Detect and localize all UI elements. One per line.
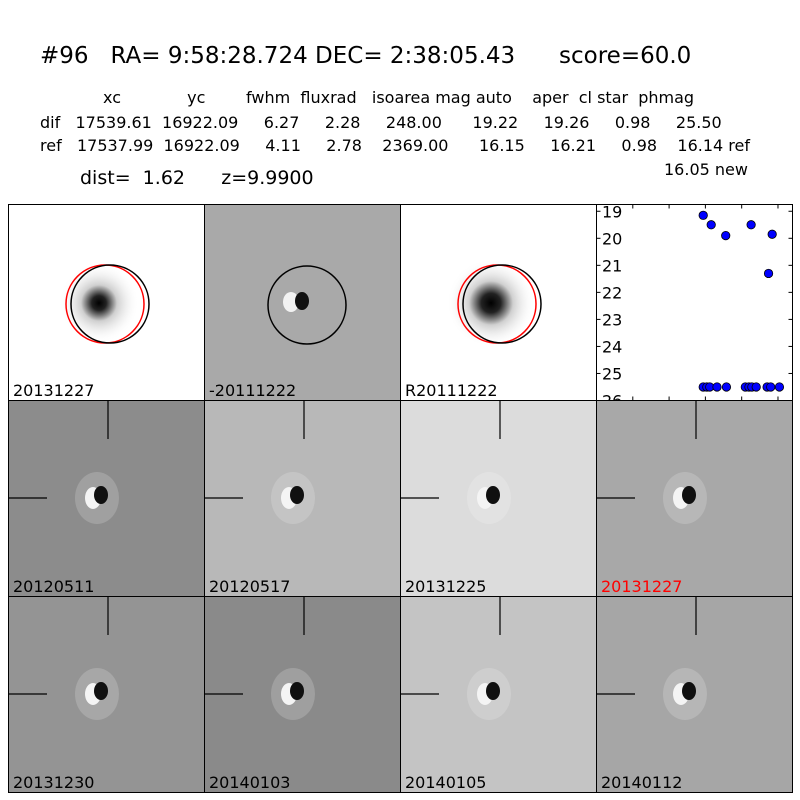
new-image-panel: 20131227 <box>8 204 205 401</box>
panel-label: 20131227 <box>601 577 683 596</box>
new-row: 16.05 new <box>664 160 748 179</box>
stamp-image <box>205 597 400 792</box>
dark-lobe <box>94 682 108 700</box>
stamp-image <box>401 597 596 792</box>
stamp-image <box>9 597 204 792</box>
panel-label: 20140103 <box>209 773 291 792</box>
data-point <box>751 382 761 392</box>
ref-row: ref 17537.99 16922.09 4.11 2.78 2369.00 … <box>40 136 750 155</box>
stamp-image <box>597 401 792 596</box>
new-aperture-circle <box>70 264 150 344</box>
panel-label: 20140112 <box>601 773 683 792</box>
y-tick-label: 24 <box>602 337 622 356</box>
new-image-stamp <box>9 205 204 400</box>
difference-image-panel: -20111222 <box>204 204 401 401</box>
dark-lobe <box>94 486 108 504</box>
data-point <box>766 382 776 392</box>
y-tick-label: 19 <box>602 204 622 221</box>
y-tick-label: 20 <box>602 229 622 248</box>
data-point <box>767 229 777 239</box>
stamp-panel: 20131225 <box>400 400 597 597</box>
dark-lobe <box>290 682 304 700</box>
reference-image-panel: R20111222 <box>400 204 597 401</box>
data-point <box>763 268 774 279</box>
stamp-panel: 20140112 <box>596 596 793 793</box>
y-tick-label: 21 <box>602 256 622 275</box>
stamp-panel: 20131227 <box>596 400 793 597</box>
stamp-image <box>205 401 400 596</box>
page-title: #96 RA= 9:58:28.724 DEC= 2:38:05.43 scor… <box>40 43 692 69</box>
stamp-panel: 20120511 <box>8 400 205 597</box>
stamp-image <box>9 401 204 596</box>
difference-image-stamp <box>205 205 400 400</box>
panel-label: 20140105 <box>405 773 487 792</box>
dark-lobe <box>290 486 304 504</box>
aperture-circle <box>267 265 347 345</box>
data-point <box>721 230 731 241</box>
stamp-image <box>401 401 596 596</box>
dark-lobe <box>682 486 696 504</box>
dark-lobe <box>682 682 696 700</box>
data-point <box>746 220 756 230</box>
stamp-panel: 20131230 <box>8 596 205 793</box>
table-header: xc yc fwhm fluxrad isoarea mag auto aper… <box>103 88 695 107</box>
dist-z-text: dist= 1.62 z=9.9900 <box>80 167 314 189</box>
stamp-image <box>597 597 792 792</box>
dark-lobe <box>295 292 309 310</box>
data-points <box>698 210 785 392</box>
y-tick-label: 22 <box>602 283 622 302</box>
stamp-panel: 20120517 <box>204 400 401 597</box>
stamp-panel: 20140105 <box>400 596 597 793</box>
y-tick-label: 23 <box>602 310 622 329</box>
panel-label: R20111222 <box>405 381 498 400</box>
y-tick-label: 25 <box>602 364 622 383</box>
dark-lobe <box>486 682 500 700</box>
data-point <box>712 382 722 392</box>
panel-label: 20131225 <box>405 577 487 596</box>
panel-label: 20131230 <box>13 773 95 792</box>
white-lobe <box>283 292 299 312</box>
dark-lobe <box>486 486 500 504</box>
panel-label: -20111222 <box>209 381 297 400</box>
data-point <box>706 220 716 230</box>
new-aperture-circle <box>462 264 542 344</box>
data-point <box>698 210 708 220</box>
panel-label: 20131227 <box>13 381 95 400</box>
reference-image-stamp <box>401 205 596 400</box>
plot-area-frame <box>596 204 793 401</box>
stamp-panel: 20140103 <box>204 596 401 793</box>
light-curve-chart: 1920212223242526−100−50050100 <box>596 204 793 425</box>
panel-label: 20120517 <box>209 577 291 596</box>
panel-label: 20120511 <box>13 577 95 596</box>
light-curve-chart-container: 1920212223242526−100−50050100 <box>596 204 800 430</box>
dif-row: dif 17539.61 16922.09 6.27 2.28 248.00 1… <box>40 113 722 132</box>
star-blob <box>59 263 139 343</box>
data-point <box>774 382 785 392</box>
data-point <box>721 382 732 392</box>
